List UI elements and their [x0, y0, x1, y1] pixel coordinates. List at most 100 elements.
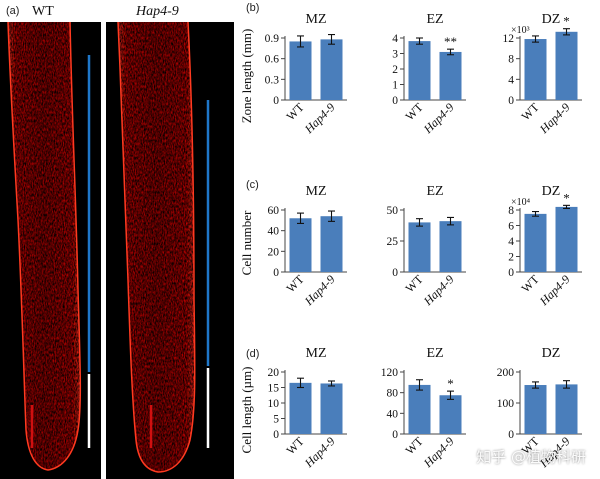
- y-tick-label: 0: [392, 267, 398, 279]
- x-tick-label: Hap4-9: [301, 272, 338, 309]
- y-tick-label: 100: [497, 398, 515, 410]
- x-tick-label: Hap4-9: [301, 434, 338, 471]
- y-tick-label: 0: [392, 429, 398, 441]
- significance-mark: *: [563, 190, 570, 205]
- y-tick-label: 20: [268, 367, 280, 379]
- chart-title: MZ: [306, 184, 327, 199]
- y-tick-label: 0.9: [265, 33, 280, 45]
- y-tick-label: 0: [508, 95, 514, 107]
- bar-hap4-9: [320, 216, 343, 272]
- bar-wt: [408, 222, 431, 272]
- y-tick-label: 120: [381, 367, 399, 379]
- bar-hap4-9: [439, 221, 462, 272]
- row-c-ylabel: Cell number: [239, 210, 254, 275]
- panel-d-letter: (d): [246, 348, 259, 360]
- y-tick-label: 2: [508, 252, 514, 264]
- y-tick-label: 4: [392, 33, 398, 45]
- y-tick-label: 4: [508, 74, 514, 86]
- y-tick-label: 15: [268, 383, 280, 395]
- bar-wt: [289, 382, 312, 434]
- panel-a-letter: (a): [6, 5, 19, 17]
- chart-title: DZ: [542, 184, 561, 199]
- y-tick-label: 0: [508, 429, 514, 441]
- x-tick-label: Hap4-9: [420, 100, 457, 137]
- x-tick-label: WT: [519, 100, 543, 124]
- axis-multiplier: ×10⁴: [511, 197, 531, 208]
- bar-hap4-9: [439, 51, 462, 100]
- significance-mark: *: [447, 376, 454, 391]
- y-tick-label: 8: [508, 54, 514, 66]
- bar-wt: [408, 41, 431, 100]
- bar-wt: [524, 39, 547, 100]
- chart-title: DZ: [542, 346, 561, 361]
- y-tick-label: 200: [497, 367, 515, 379]
- wt-root: [8, 22, 81, 470]
- x-tick-label: WT: [403, 272, 427, 296]
- significance-mark: **: [444, 34, 457, 49]
- wt-root-edge: [7, 21, 82, 471]
- x-tick-label: WT: [519, 272, 543, 296]
- chart-title: EZ: [426, 346, 443, 361]
- y-tick-label: 40: [387, 408, 399, 420]
- y-tick-label: 10: [268, 398, 280, 410]
- chart-title: EZ: [426, 12, 443, 27]
- axis-multiplier: ×10³: [511, 25, 530, 36]
- row-d-ylabel: Cell length (µm): [239, 367, 254, 454]
- y-tick-label: 0.6: [265, 54, 280, 66]
- chart-title: DZ: [542, 12, 561, 27]
- x-tick-label: Hap4-9: [420, 434, 457, 471]
- y-tick-label: 0.3: [265, 74, 280, 86]
- bar-hap4-9: [320, 39, 343, 100]
- chart-title: MZ: [306, 346, 327, 361]
- y-tick-label: 0: [273, 95, 279, 107]
- y-tick-label: 0: [392, 95, 398, 107]
- hap-root-edge: [117, 21, 196, 473]
- panel-b-letter: (b): [246, 2, 259, 14]
- hap-root: [118, 22, 195, 472]
- y-tick-label: 12: [503, 33, 515, 45]
- y-tick-label: 0: [508, 267, 514, 279]
- bar-hap4-9: [555, 206, 578, 272]
- chart-title: MZ: [306, 12, 327, 27]
- row-b-ylabel: Zone length (mm): [239, 29, 254, 124]
- x-tick-label: WT: [284, 272, 308, 296]
- y-tick-label: 50: [387, 205, 399, 217]
- bar-wt: [289, 218, 312, 272]
- y-tick-label: 6: [508, 221, 514, 233]
- hap-label: Hap4-9: [135, 4, 179, 19]
- bar-hap4-9: [555, 384, 578, 434]
- y-tick-label: 25: [387, 236, 399, 248]
- x-tick-label: Hap4-9: [420, 272, 457, 309]
- bar-hap4-9: [555, 31, 578, 100]
- y-tick-label: 0: [273, 267, 279, 279]
- y-tick-label: 4: [508, 236, 514, 248]
- y-tick-label: 20: [268, 246, 280, 258]
- y-tick-label: 1: [392, 80, 398, 92]
- bar-hap4-9: [439, 395, 462, 434]
- y-tick-label: 0: [273, 429, 279, 441]
- y-tick-label: 60: [268, 205, 280, 217]
- x-tick-label: WT: [403, 434, 427, 458]
- x-tick-label: WT: [284, 434, 308, 458]
- x-tick-label: WT: [403, 100, 427, 124]
- bar-wt: [524, 385, 547, 434]
- x-tick-label: Hap4-9: [536, 100, 573, 137]
- panel-c-letter: (c): [246, 179, 259, 191]
- bar-wt: [289, 41, 312, 100]
- chart-title: EZ: [426, 184, 443, 199]
- wt-label: WT: [32, 4, 54, 19]
- y-tick-label: 80: [387, 388, 399, 400]
- bar-hap4-9: [320, 383, 343, 434]
- y-tick-label: 8: [508, 205, 514, 217]
- y-tick-label: 40: [268, 226, 280, 238]
- y-tick-label: 3: [392, 49, 398, 61]
- bar-wt: [524, 213, 547, 272]
- x-tick-label: WT: [284, 100, 308, 124]
- x-tick-label: Hap4-9: [536, 272, 573, 309]
- y-tick-label: 5: [273, 414, 279, 426]
- significance-mark: *: [563, 14, 570, 29]
- y-tick-label: 2: [392, 64, 398, 76]
- root-images-panel: (a) WT Hap4-9: [0, 4, 234, 479]
- bar-wt: [408, 384, 431, 434]
